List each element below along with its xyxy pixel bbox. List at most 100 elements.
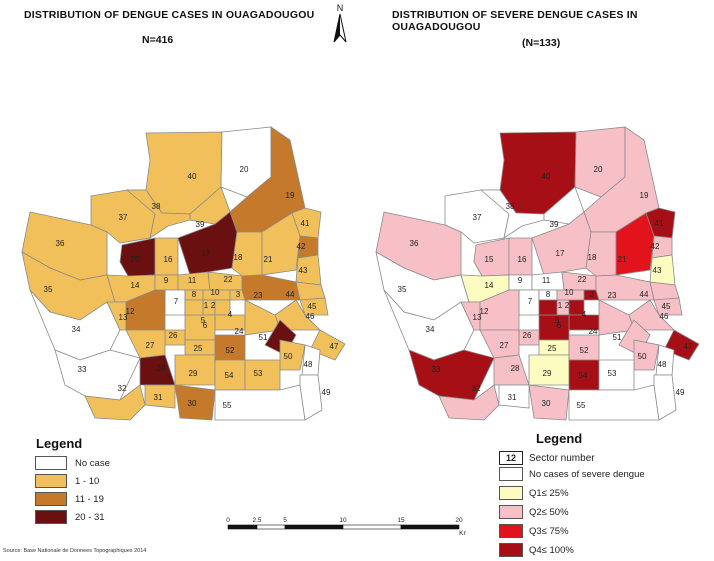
sector-15-label: 15 [131,255,140,264]
sector-50-label: 50 [638,352,647,361]
sector-27-label: 27 [146,341,155,350]
sector-30-label: 30 [188,399,197,408]
sector-15-label: 15 [485,255,494,264]
sector-5-label: 5 [555,316,560,325]
sector-44-region [649,281,680,301]
legend-swatch [35,510,67,524]
left-map-title: DISTRIBUTION OF DENGUE CASES IN OUAGADOU… [24,9,315,21]
sector-41-label: 41 [301,219,310,228]
sector-20-label: 20 [594,165,603,174]
sector-13-label: 13 [119,313,128,322]
legend-swatch [35,492,67,506]
sector-8-label: 8 [192,290,197,299]
sector-39-label: 39 [196,220,205,229]
scale-bar: 0 2.5 5 10 15 20 Km [226,517,466,537]
legend-swatch [499,543,523,557]
sector-26-label: 26 [523,331,532,340]
scale-segment [284,524,344,530]
sector-16-label: 16 [518,255,527,264]
sector-43-label: 43 [653,266,662,275]
sector-27-label: 27 [500,341,509,350]
right-legend-title: Legend [536,431,583,446]
scale-tick-label: 0 [226,517,230,524]
sector-20-label: 20 [240,165,249,174]
sector-53-label: 53 [608,369,617,378]
sector-42-label: 42 [651,242,660,251]
sector-21-region [615,212,655,276]
sector-38-label: 38 [506,202,515,211]
sector-21-label: 21 [618,255,627,264]
sector-55-label: 55 [223,401,232,410]
sector-36-label: 36 [56,239,65,248]
left-legend-item: No case [35,456,110,470]
left-legend-item: 1 - 10 [35,474,99,488]
legend-label: No case [75,457,110,469]
sector-44-label: 44 [640,290,649,299]
sector-52-label: 52 [580,346,589,355]
sector-34-label: 34 [72,325,81,334]
sector-13-label: 13 [473,313,482,322]
sector-6-label: 6 [203,321,208,330]
sector-42-label: 42 [297,242,306,251]
sector-24-label: 24 [235,327,244,336]
legend-label: 20 - 31 [75,511,105,523]
sector-5-label: 5 [201,316,206,325]
sector-41-label: 41 [655,219,664,228]
sector-44-label: 44 [286,290,295,299]
legend-swatch [499,467,523,481]
right-map-title: DISTRIBUTION OF SEVERE DENGUE CASES IN O… [392,9,638,33]
legend-swatch [35,456,67,470]
sector-53-region [598,359,635,391]
sector-18-label: 18 [234,253,243,262]
sector-33-region [408,349,495,401]
sector-39-label: 39 [550,220,559,229]
sector-6-label: 6 [557,321,562,330]
sector-36-label: 36 [410,239,419,248]
sector-14-label: 14 [131,281,140,290]
sector-53-region [244,359,281,391]
sector-40-label: 40 [188,172,197,181]
sector-31-label: 31 [508,393,517,402]
sector-7-label: 7 [528,297,533,306]
sector-9-label: 9 [164,276,169,285]
sector-49-label: 49 [322,388,331,397]
right-map-subtitle: (N=133) [522,37,561,49]
scale-unit-label: Km [459,530,466,537]
sector-32-label: 32 [472,384,481,393]
sector-2-label: 2 [565,301,570,310]
sector-5-region [184,299,204,316]
sector-2-label: 2 [211,301,216,310]
sector-23-label: 23 [608,291,617,300]
sector-21-label: 21 [264,255,273,264]
sector-45-region [299,297,329,316]
sector-49-region [299,374,323,421]
sector-24-label: 24 [589,327,598,336]
sector-46-label: 46 [660,312,669,321]
sector-25-label: 25 [194,344,203,353]
north-label: N [337,3,344,13]
sector-33-region [54,349,141,401]
sector-47-label: 47 [330,342,339,351]
right-legend-item: No cases of severe dengue [499,467,645,481]
scale-segment [227,524,258,530]
scale-tick-label: 10 [339,517,347,524]
sector-54-label: 54 [225,371,234,380]
sector-16-label: 16 [164,255,173,264]
sector-10-label: 10 [565,288,574,297]
legend-swatch [499,505,523,519]
right-legend-item: Q1≤ 25% [499,486,569,500]
sector-35-label: 35 [398,285,407,294]
source-note: Source: Base Nationale de Donnees Topogr… [3,548,147,554]
sector-12-region [479,289,520,331]
legend-sector-number: 12 Sector number [499,451,595,465]
sector-45-label: 45 [662,302,671,311]
sector-48-label: 48 [304,360,313,369]
sector-33-label: 33 [78,365,87,374]
scale-tick-label: 15 [397,517,405,524]
sector-40-label: 40 [542,172,551,181]
sector-29-label: 29 [543,369,552,378]
legend-label: No cases of severe dengue [529,468,645,480]
legend-label: Sector number [529,452,595,464]
sector-21-region [261,212,301,276]
sector-4-label: 4 [228,310,233,319]
